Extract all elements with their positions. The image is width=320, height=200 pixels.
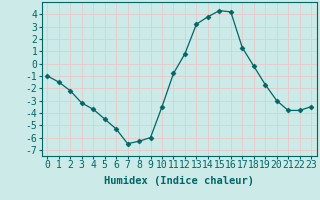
X-axis label: Humidex (Indice chaleur): Humidex (Indice chaleur): [104, 176, 254, 186]
